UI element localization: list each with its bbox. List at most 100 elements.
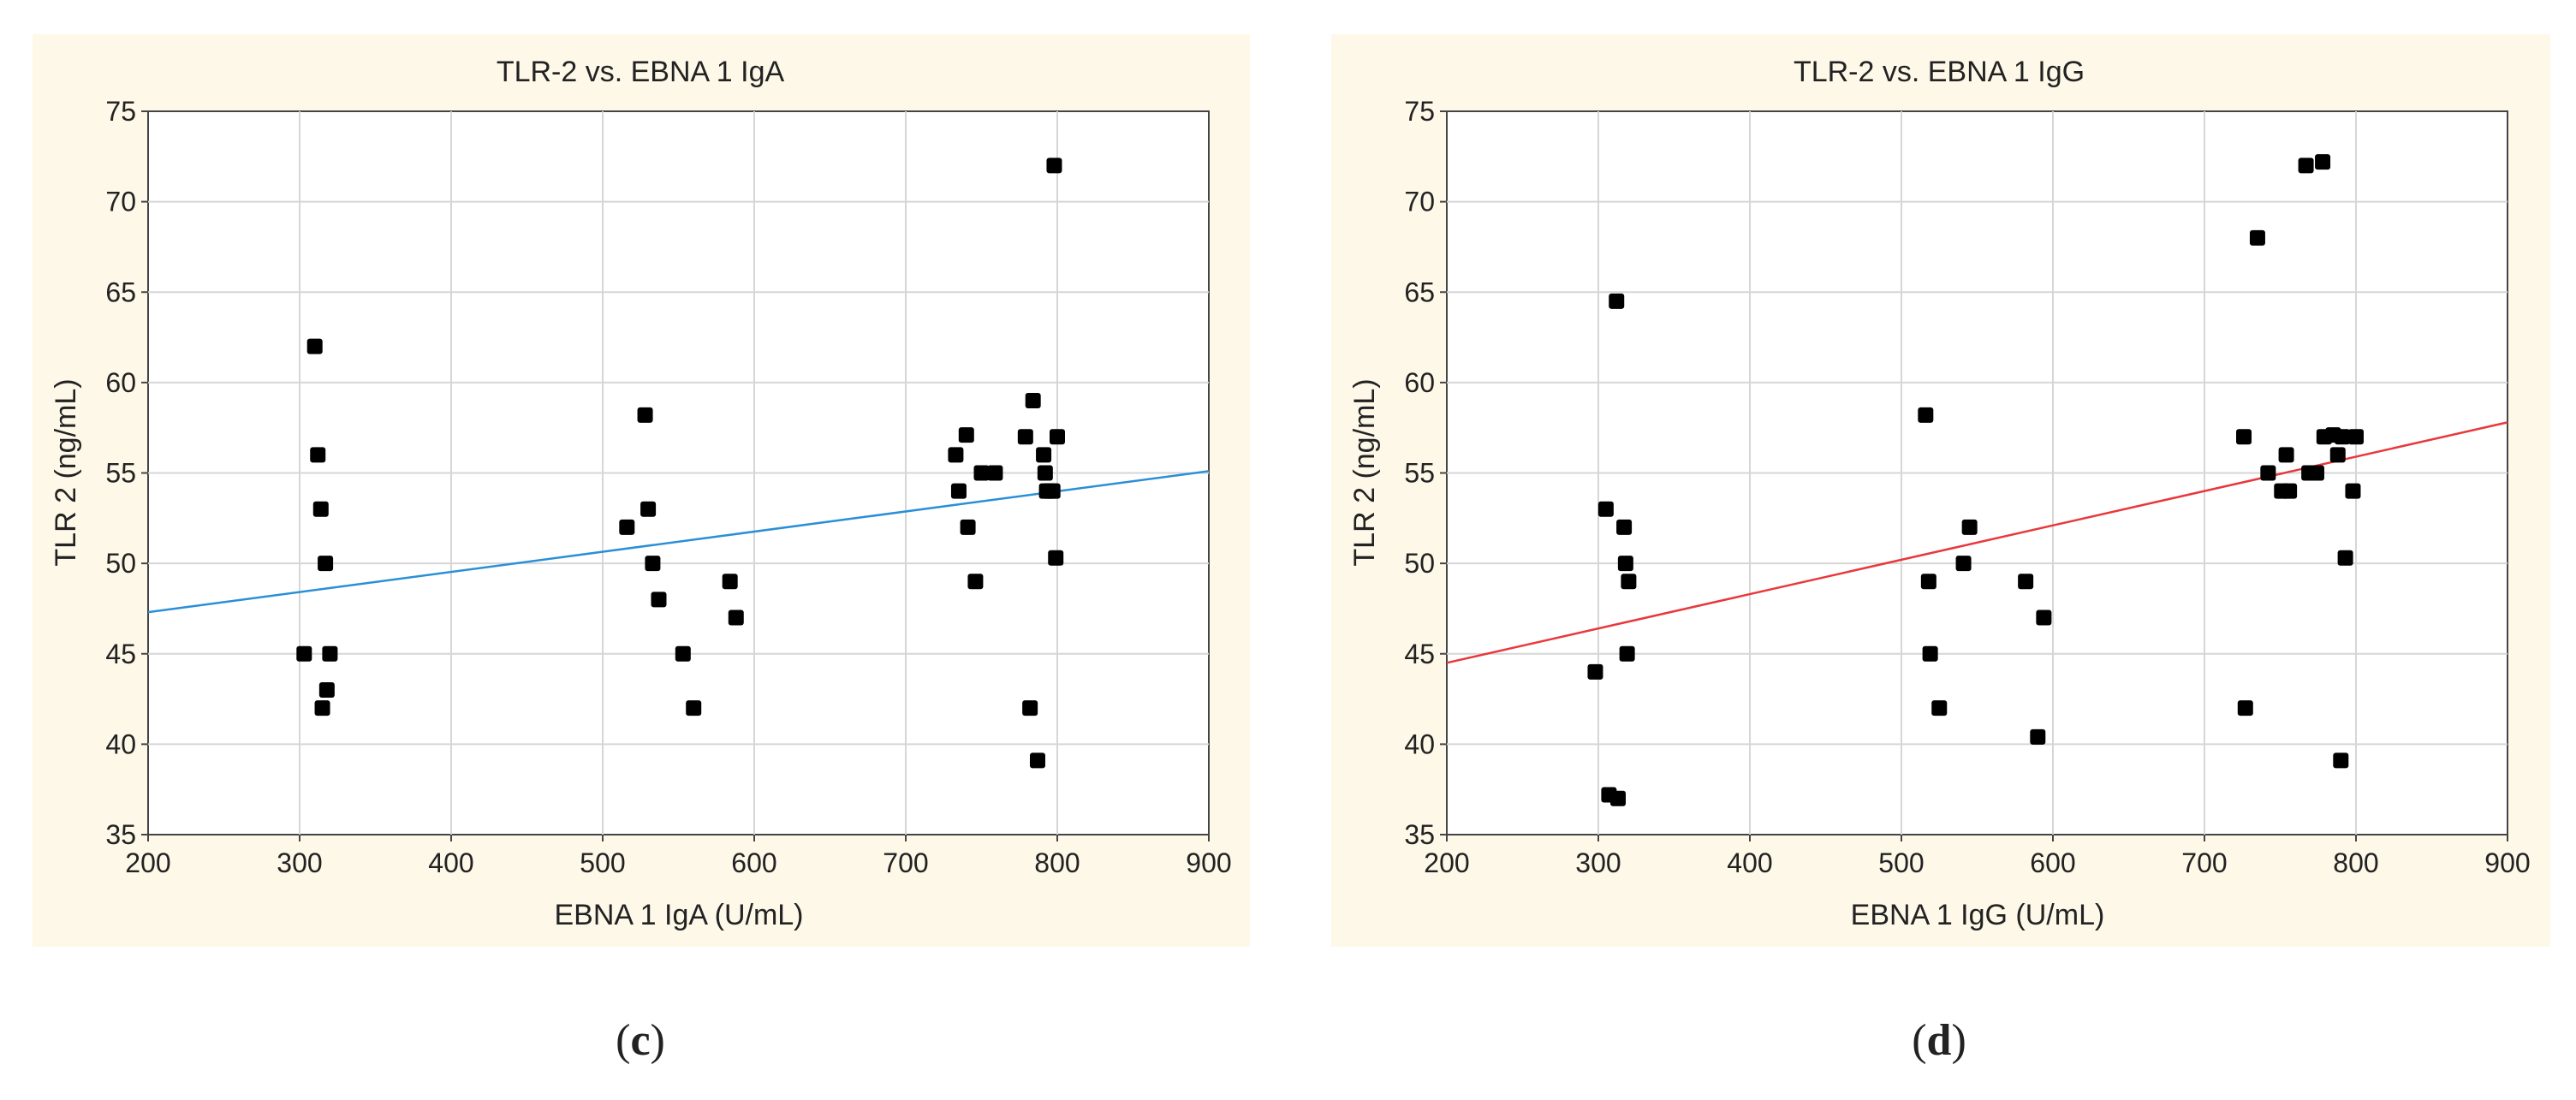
data-point <box>1920 574 1936 590</box>
data-point <box>1610 790 1627 806</box>
data-point <box>2315 154 2331 170</box>
data-point <box>2329 447 2346 463</box>
regression-line-group <box>147 470 1210 614</box>
x-tick-label: 700 <box>883 847 928 878</box>
data-point <box>1044 483 1061 499</box>
data-point <box>967 574 984 590</box>
data-point <box>1961 519 1978 535</box>
x-tick-label: 300 <box>277 847 322 878</box>
data-point <box>1050 429 1065 445</box>
panel-caption-d: (d) <box>1912 1016 1966 1065</box>
data-point <box>987 465 1003 481</box>
panel-caption-c: (c) <box>616 1016 665 1065</box>
data-point <box>973 465 990 481</box>
data-point <box>1619 645 1635 662</box>
chart-title: TLR-2 vs. EBNA 1 IgG <box>1794 56 2085 88</box>
data-point <box>318 682 335 698</box>
data-point <box>675 645 691 662</box>
y-tick-label: 40 <box>1404 728 1435 759</box>
tick-labels: 200 300 400 500 600 700 800 900 35 40 45 50 55 60 65 70… <box>1404 96 2530 878</box>
data-point <box>1617 556 1633 572</box>
y-tick-label: 45 <box>1404 639 1435 669</box>
data-point <box>2282 483 2298 499</box>
x-tick-label: 200 <box>125 847 170 878</box>
data-point <box>2298 158 2314 174</box>
data-point <box>1587 663 1603 680</box>
x-axis-label: EBNA 1 IgG (U/mL) <box>1851 899 2105 931</box>
data-point <box>686 700 702 716</box>
y-tick-label: 55 <box>1404 458 1435 489</box>
data-point <box>296 645 312 662</box>
y-tick-label: 45 <box>105 639 136 669</box>
y-axis-label: TLR 2 (ng/mL) <box>50 378 82 566</box>
data-point <box>2260 465 2276 481</box>
data-point <box>2236 429 2252 445</box>
x-tick-label: 200 <box>1424 847 1469 878</box>
x-tick-label: 500 <box>580 847 625 878</box>
chart-panel-c: 200 300 400 500 600 700 800 900 35 40 45 50 55 60 65 70… <box>33 34 1250 1065</box>
data-point <box>314 700 330 716</box>
y-tick-label: 40 <box>105 728 136 759</box>
data-point <box>1918 407 1934 423</box>
data-point <box>640 501 657 517</box>
data-point <box>960 519 976 535</box>
data-point <box>1036 447 1052 463</box>
y-tick-label: 75 <box>1404 96 1435 127</box>
x-tick-label: 300 <box>1575 847 1621 878</box>
data-point <box>312 501 329 517</box>
chart-title: TLR-2 vs. EBNA 1 IgA <box>497 56 785 88</box>
data-point <box>2337 550 2353 566</box>
data-point <box>2018 574 2034 590</box>
data-point <box>1017 429 1033 445</box>
data-point <box>728 609 744 626</box>
data-point <box>1922 645 1938 662</box>
y-tick-label: 35 <box>105 819 136 850</box>
data-point <box>318 556 334 572</box>
data-point <box>1931 700 1948 716</box>
data-point <box>1029 752 1045 769</box>
x-tick-label: 600 <box>731 847 776 878</box>
y-axis-label: TLR 2 (ng/mL) <box>1348 378 1381 566</box>
y-tick-label: 60 <box>1404 367 1435 398</box>
data-point <box>2333 752 2349 769</box>
data-point <box>651 592 667 608</box>
x-axis-label: EBNA 1 IgA (U/mL) <box>555 899 804 931</box>
y-tick-label: 60 <box>105 367 136 398</box>
x-tick-label: 400 <box>1727 847 1772 878</box>
data-point <box>2237 700 2253 716</box>
tick-labels: 200 300 400 500 600 700 800 900 35 40 45 50 55 60 65 70… <box>105 96 1231 878</box>
data-point <box>1621 574 1637 590</box>
data-point <box>1597 501 1614 517</box>
data-point <box>2348 429 2364 445</box>
x-tick-label: 900 <box>2484 847 2530 878</box>
data-point <box>1046 158 1062 174</box>
data-point <box>322 645 338 662</box>
data-point <box>958 427 974 443</box>
data-point <box>2036 609 2052 626</box>
regression-line <box>1446 421 2508 664</box>
x-tick-label: 700 <box>2181 847 2227 878</box>
data-point <box>2249 229 2265 246</box>
x-tick-label: 900 <box>1186 847 1231 878</box>
data-point <box>619 519 635 535</box>
data-point <box>1955 556 1972 572</box>
data-point <box>950 483 967 499</box>
chart-panel-d: 200 300 400 500 600 700 800 900 35 40 45 50 55 60 65 70… <box>1331 34 2550 1065</box>
scatter-points <box>1587 154 2364 806</box>
y-tick-label: 65 <box>105 276 136 307</box>
x-tick-label: 600 <box>2030 847 2075 878</box>
regression-line <box>147 470 1210 614</box>
data-point <box>306 338 323 354</box>
data-point <box>1048 550 1064 566</box>
data-point <box>1037 465 1053 481</box>
y-tick-label: 55 <box>105 458 136 489</box>
data-point <box>1616 519 1633 535</box>
data-point <box>1022 700 1038 716</box>
x-tick-label: 800 <box>2333 847 2378 878</box>
y-tick-label: 70 <box>1404 187 1435 217</box>
x-tick-label: 400 <box>428 847 473 878</box>
y-tick-label: 65 <box>1404 276 1435 307</box>
data-point <box>2345 483 2361 499</box>
x-tick-label: 800 <box>1034 847 1080 878</box>
